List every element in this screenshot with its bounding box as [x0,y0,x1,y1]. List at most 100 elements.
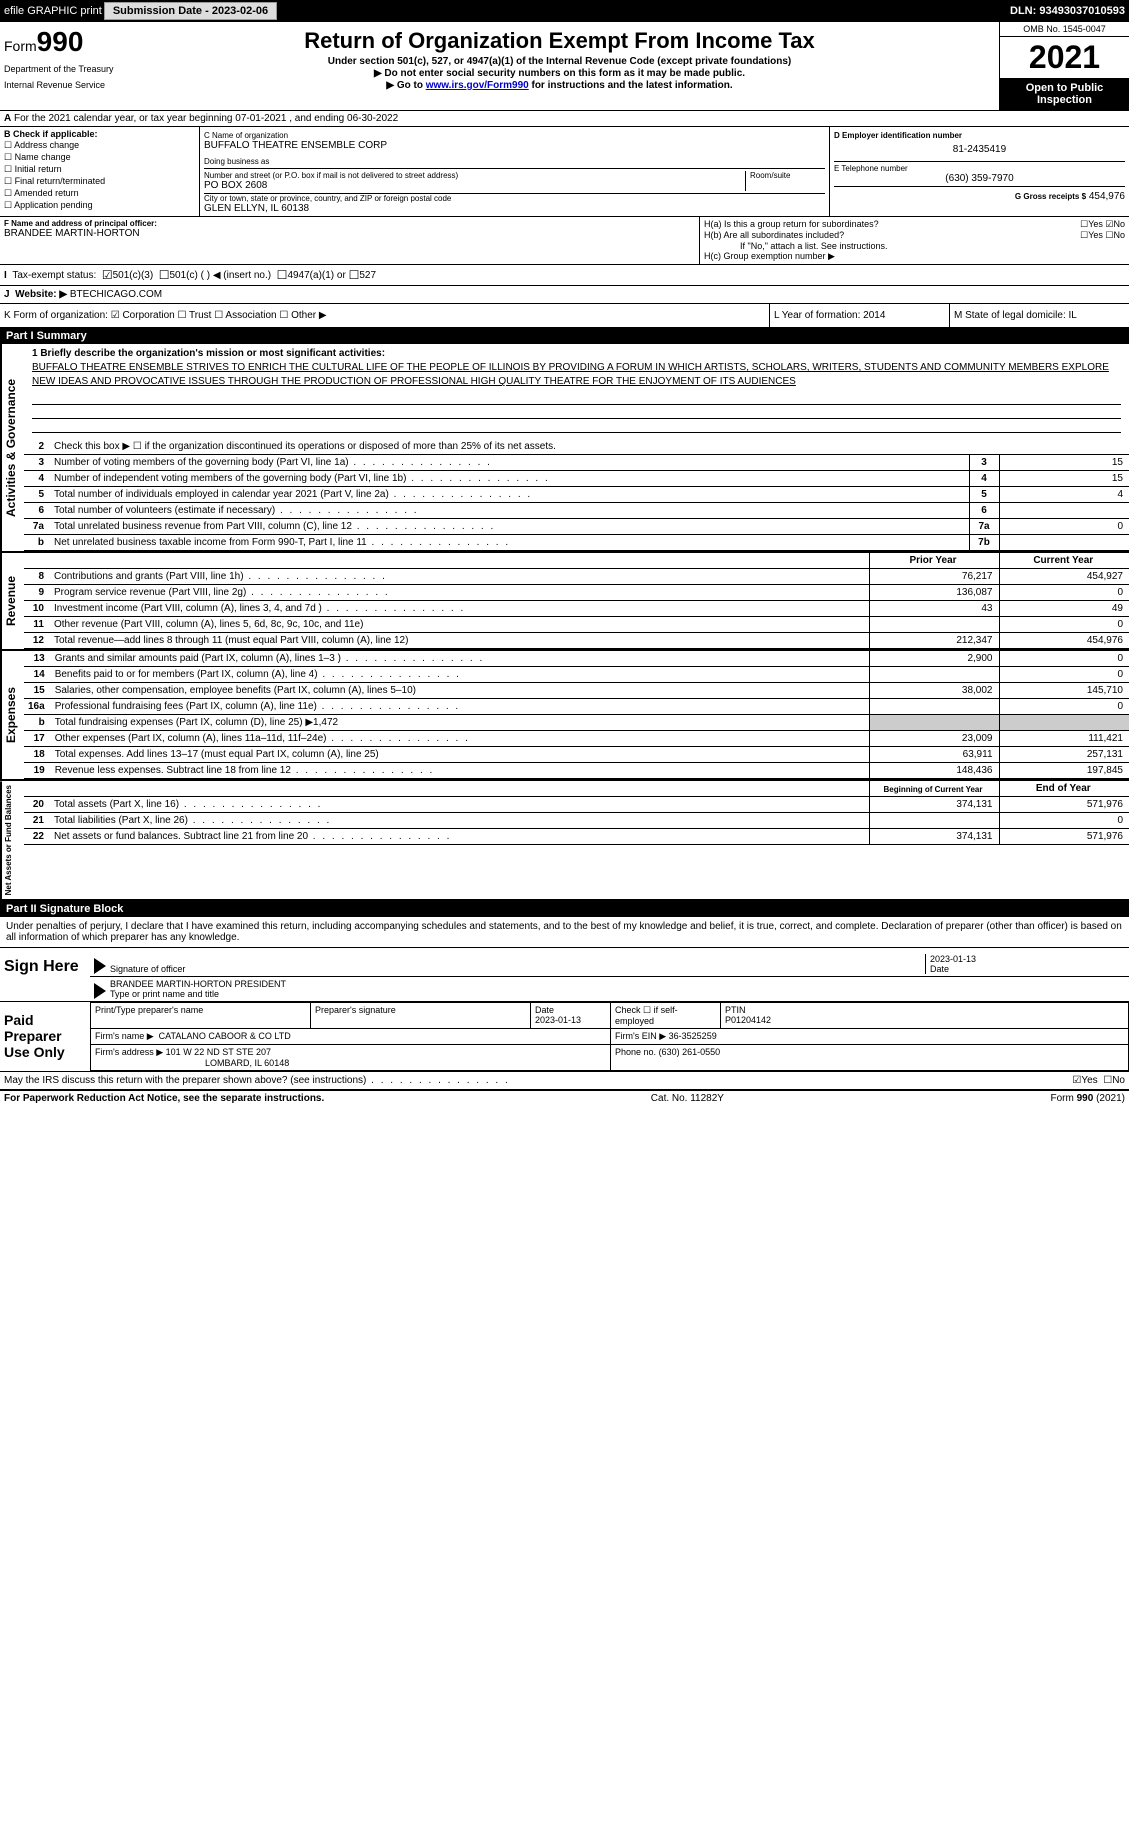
mission-text: BUFFALO THEATRE ENSEMBLE STRIVES TO ENRI… [32,361,1121,389]
check-final[interactable]: ☐ Final return/terminated [4,176,195,187]
check-name[interactable]: ☐ Name change [4,152,195,163]
irs-label: Internal Revenue Service [4,80,116,90]
self-employed-check[interactable]: Check ☐ if self-employed [611,1003,721,1029]
line-k: K Form of organization: ☑ Corporation ☐ … [0,304,769,327]
line16a: Professional fundraising fees (Part IX, … [51,699,869,715]
dept-label: Department of the Treasury [4,64,116,74]
sig-date-label: Date [930,964,1125,974]
dba-label: Doing business as [204,157,825,166]
line20: Total assets (Part X, line 16) [50,797,869,813]
ein-value: 81-2435419 [834,140,1125,159]
ein-label: D Employer identification number [834,131,1125,140]
arrow-icon [94,958,106,974]
ptin-label: PTIN [725,1005,1124,1015]
gross-value: 454,976 [1089,191,1125,202]
addr-value: PO BOX 2608 [204,180,745,191]
line5: Total number of individuals employed in … [50,487,969,503]
city-label: City or town, state or province, country… [204,194,825,203]
city-value: GLEN ELLYN, IL 60138 [204,203,825,214]
check-initial[interactable]: ☐ Initial return [4,164,195,175]
form-title: Return of Organization Exempt From Incom… [124,28,995,54]
sig-officer-label: Signature of officer [110,964,925,974]
line12: Total revenue—add lines 8 through 11 (mu… [50,633,869,649]
line7b: Net unrelated business taxable income fr… [50,535,969,551]
firm-name: CATALANO CABOOR & CO LTD [159,1031,291,1041]
val7a: 0 [999,519,1129,535]
check-501c[interactable]: ☐ [159,268,170,282]
line-m: M State of legal domicile: IL [949,304,1129,327]
check-amended[interactable]: ☐ Amended return [4,188,195,199]
officer-label: F Name and address of principal officer: [4,219,695,228]
check-address[interactable]: ☐ Address change [4,140,195,151]
discuss-text: May the IRS discuss this return with the… [4,1075,510,1086]
revenue-section: Revenue Prior YearCurrent Year 8Contribu… [0,553,1129,651]
line-l: L Year of formation: 2014 [769,304,949,327]
val4: 15 [999,471,1129,487]
mission-label: 1 Briefly describe the organization's mi… [32,348,1121,359]
addr-label: Number and street (or P.O. box if mail i… [204,171,745,180]
room-label: Room/suite [750,171,825,180]
discuss-row: May the IRS discuss this return with the… [0,1072,1129,1091]
officer-name: BRANDEE MARTIN-HORTON [4,228,695,239]
efile-label: efile GRAPHIC print [4,5,102,17]
firm-addr: 101 W 22 ND ST STE 207 [166,1047,271,1057]
governance-section: Activities & Governance 1 Briefly descri… [0,344,1129,553]
pra-notice: For Paperwork Reduction Act Notice, see … [4,1093,324,1104]
hc-label: H(c) Group exemption number ▶ [704,251,1125,262]
line22: Net assets or fund balances. Subtract li… [50,829,869,845]
check-501c3[interactable]: ☑ [102,268,113,282]
prep-date-value: 2023-01-13 [535,1015,606,1025]
submission-date-btn[interactable]: Submission Date - 2023-02-06 [104,2,277,20]
firm-ein-label: Firm's EIN ▶ [615,1031,666,1041]
line-klm: K Form of organization: ☑ Corporation ☐ … [0,304,1129,328]
name-title-value: BRANDEE MARTIN-HORTON PRESIDENT [110,979,1125,989]
sig-date-value: 2023-01-13 [930,954,1125,964]
hb-yesno: ☐Yes ☐No [1080,230,1125,241]
netassets-section: Net Assets or Fund Balances Beginning of… [0,781,1129,901]
website-row: J Website: ▶ BTECHICAGO.COM [0,286,1129,304]
perjury-text: Under penalties of perjury, I declare th… [0,917,1129,948]
governance-label: Activities & Governance [0,344,24,551]
tax-year: 2021 [1000,37,1129,78]
gross-label: G Gross receipts $ [1015,192,1086,201]
part1-header: Part I Summary [0,328,1129,344]
website-url: BTECHICAGO.COM [70,289,162,300]
form-footer: Form 990 (2021) [1051,1093,1125,1104]
check-4947[interactable]: ☐ [277,268,288,282]
efile-topbar: efile GRAPHIC print Submission Date - 20… [0,0,1129,22]
check-pending[interactable]: ☐ Application pending [4,200,195,211]
line11: Other revenue (Part VIII, column (A), li… [50,617,869,633]
begin-label: Beginning of Current Year [869,781,999,797]
prior-label: Prior Year [869,553,999,569]
line10: Investment income (Part VIII, column (A)… [50,601,869,617]
sign-here-label: Sign Here [0,948,90,1001]
val5: 4 [999,487,1129,503]
hb-note: If "No," attach a list. See instructions… [704,241,1125,251]
line18: Total expenses. Add lines 13–17 (must eq… [51,747,869,763]
subtitle-1: Under section 501(c), 527, or 4947(a)(1)… [124,56,995,67]
ha-label: H(a) Is this a group return for subordin… [704,219,1080,230]
val3: 15 [999,455,1129,471]
name-title-label: Type or print name and title [110,989,1125,999]
cat-number: Cat. No. 11282Y [651,1093,724,1104]
prep-sig-label: Preparer's signature [315,1005,526,1015]
netassets-label: Net Assets or Fund Balances [0,781,24,899]
line7a: Total unrelated business revenue from Pa… [50,519,969,535]
line-a: A For the 2021 calendar year, or tax yea… [0,111,1129,127]
paid-preparer-block: Paid Preparer Use Only Print/Type prepar… [0,1002,1129,1072]
section-bcd: B Check if applicable: ☐ Address change … [0,127,1129,217]
expenses-label: Expenses [0,651,24,779]
check-527[interactable]: ☐ [349,268,360,282]
revenue-label: Revenue [0,553,24,649]
box-b-label: B Check if applicable: [4,129,195,139]
arrow-icon [94,983,106,999]
end-label: End of Year [999,781,1129,797]
line8: Contributions and grants (Part VIII, lin… [50,569,869,585]
val7b [999,535,1129,551]
irs-link[interactable]: www.irs.gov/Form990 [426,80,529,91]
val6 [999,503,1129,519]
subtitle-2: ▶ Do not enter social security numbers o… [124,68,995,79]
hb-label: H(b) Are all subordinates included? [704,230,1080,241]
line17: Other expenses (Part IX, column (A), lin… [51,731,869,747]
current-label: Current Year [999,553,1129,569]
